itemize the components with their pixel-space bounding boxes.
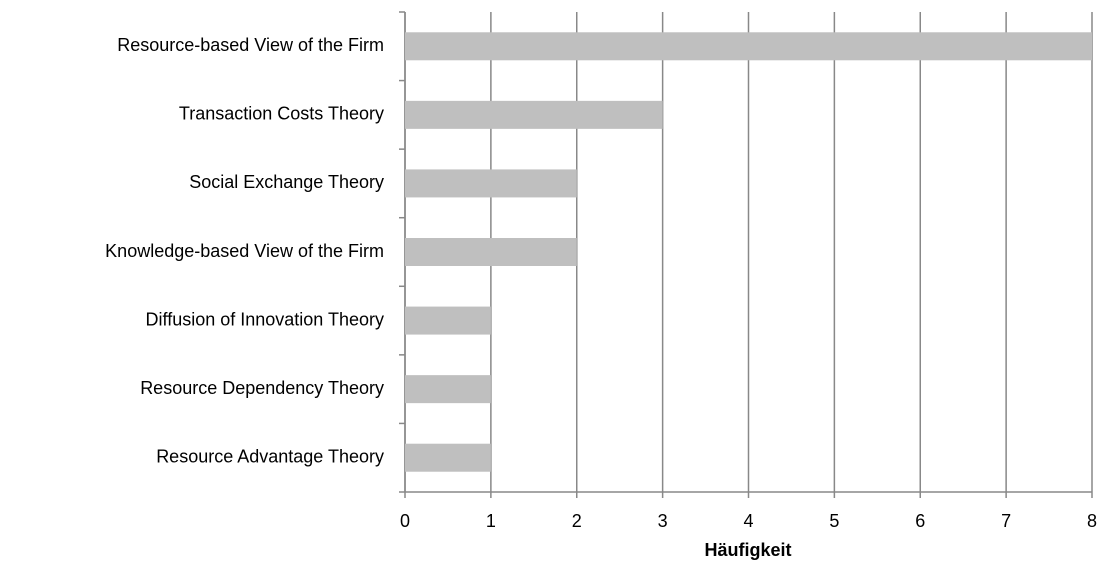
x-tick-label: 3	[658, 511, 668, 531]
x-tick-label: 2	[572, 511, 582, 531]
x-tick-label: 5	[829, 511, 839, 531]
bar	[405, 306, 491, 335]
bar	[405, 100, 663, 129]
bar	[405, 32, 1092, 61]
y-tick-label: Resource Advantage Theory	[156, 446, 384, 466]
y-tick-label: Transaction Costs Theory	[179, 104, 384, 124]
x-tick-label: 7	[1001, 511, 1011, 531]
x-tick-label: 1	[486, 511, 496, 531]
y-tick-label: Resource-based View of the Firm	[117, 35, 384, 55]
bar	[405, 375, 491, 404]
y-tick-label: Resource Dependency Theory	[140, 378, 384, 398]
y-tick-label: Diffusion of Innovation Theory	[146, 309, 384, 329]
y-tick-label: Social Exchange Theory	[189, 172, 384, 192]
x-tick-label: 8	[1087, 511, 1097, 531]
bar	[405, 169, 577, 198]
bar	[405, 238, 577, 266]
y-tick-label: Knowledge-based View of the Firm	[105, 241, 384, 261]
x-tick-label: 4	[743, 511, 753, 531]
x-axis-title: Häufigkeit	[704, 540, 791, 560]
bar	[405, 443, 491, 472]
x-tick-label: 6	[915, 511, 925, 531]
x-tick-label: 0	[400, 511, 410, 531]
